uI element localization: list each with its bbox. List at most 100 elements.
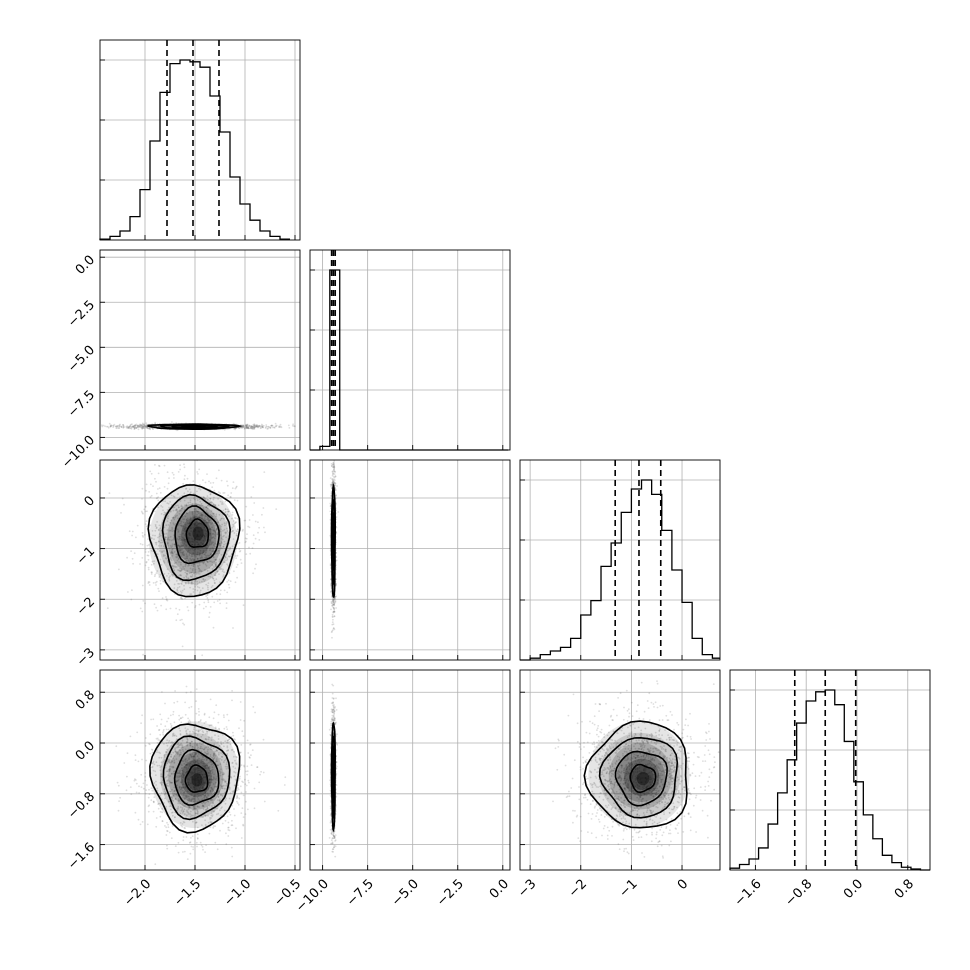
sample-point bbox=[166, 575, 168, 577]
sample-point bbox=[253, 426, 256, 429]
sample-point bbox=[120, 425, 123, 428]
sample-point bbox=[173, 587, 176, 589]
sample-point bbox=[154, 581, 157, 584]
sample-point bbox=[176, 559, 179, 562]
sample-point bbox=[159, 492, 162, 494]
sample-point bbox=[219, 581, 221, 583]
sample-point bbox=[333, 467, 336, 469]
sample-point bbox=[241, 530, 244, 532]
panel-frame bbox=[99, 459, 301, 661]
sample-point bbox=[217, 491, 220, 494]
sample-point bbox=[206, 569, 209, 572]
sample-point bbox=[208, 778, 211, 781]
sample-point bbox=[204, 519, 207, 522]
sample-point bbox=[193, 549, 195, 552]
sample-point bbox=[166, 529, 169, 531]
sample-point bbox=[183, 554, 185, 557]
sample-point bbox=[214, 559, 217, 561]
sample-point bbox=[211, 568, 214, 570]
histogram-step-1 bbox=[310, 269, 509, 451]
sample-point bbox=[227, 510, 229, 513]
sample-point bbox=[187, 609, 190, 612]
sample-point bbox=[195, 779, 198, 782]
sample-point bbox=[238, 548, 241, 550]
sample-point bbox=[178, 548, 181, 551]
sample-point bbox=[278, 425, 281, 428]
sample-point bbox=[150, 573, 153, 575]
sample-point bbox=[224, 532, 227, 535]
sample-point bbox=[218, 566, 221, 569]
sample-point bbox=[226, 557, 229, 559]
sample-point bbox=[107, 425, 109, 428]
sample-point bbox=[214, 734, 216, 737]
sample-point bbox=[175, 607, 178, 610]
sample-point bbox=[157, 529, 160, 532]
sample-point bbox=[244, 424, 247, 426]
sample-point bbox=[178, 744, 181, 746]
sample-point bbox=[177, 493, 179, 495]
sample-point bbox=[175, 781, 178, 783]
sample-point bbox=[219, 544, 222, 547]
sample-point bbox=[242, 424, 245, 427]
sample-point bbox=[226, 746, 229, 749]
sample-point bbox=[196, 526, 199, 529]
sample-point bbox=[206, 556, 209, 559]
sample-point bbox=[218, 542, 221, 545]
sample-point bbox=[209, 497, 212, 500]
sample-point bbox=[183, 527, 186, 530]
sample-point bbox=[101, 425, 104, 428]
sample-point bbox=[170, 519, 173, 522]
sample-point bbox=[255, 425, 258, 428]
marginal-panel-1 bbox=[309, 249, 511, 451]
sample-point bbox=[210, 523, 213, 525]
sample-point bbox=[207, 601, 210, 604]
sample-point bbox=[130, 793, 133, 796]
sample-point bbox=[158, 533, 161, 535]
sample-point bbox=[143, 424, 146, 426]
sample-point bbox=[193, 516, 196, 519]
sample-point bbox=[175, 561, 177, 564]
sample-point bbox=[196, 777, 199, 779]
sample-point bbox=[196, 809, 199, 811]
sample-point bbox=[169, 501, 172, 503]
sample-point bbox=[157, 545, 160, 547]
sample-point bbox=[176, 776, 179, 779]
sample-point bbox=[165, 598, 168, 601]
sample-point bbox=[211, 595, 214, 598]
sample-point bbox=[228, 555, 231, 558]
sample-point bbox=[176, 528, 179, 531]
sample-point bbox=[182, 791, 185, 794]
sample-point bbox=[157, 548, 159, 551]
sample-point bbox=[253, 502, 256, 504]
sample-point bbox=[206, 507, 209, 510]
sample-point bbox=[335, 559, 338, 562]
sample-point bbox=[233, 427, 235, 430]
sample-point bbox=[142, 653, 145, 656]
sample-point bbox=[176, 589, 179, 592]
sample-point bbox=[149, 483, 152, 486]
sample-point bbox=[176, 553, 179, 556]
sample-point bbox=[219, 798, 221, 801]
sample-point bbox=[205, 551, 207, 554]
sample-point bbox=[195, 515, 198, 518]
sample-point bbox=[209, 533, 212, 535]
sample-point bbox=[189, 501, 192, 504]
sample-point bbox=[169, 556, 172, 559]
sample-point bbox=[209, 519, 212, 521]
sample-point bbox=[202, 534, 205, 537]
sample-point bbox=[183, 504, 186, 507]
sample-point bbox=[189, 519, 192, 522]
sample-point bbox=[196, 773, 199, 775]
sample-point bbox=[223, 540, 226, 543]
sample-point bbox=[159, 582, 162, 585]
sample-point bbox=[181, 583, 183, 585]
sample-point bbox=[127, 427, 130, 429]
sample-point bbox=[223, 571, 226, 574]
sample-point bbox=[196, 553, 199, 556]
sample-point bbox=[173, 762, 176, 764]
sample-point bbox=[227, 564, 229, 567]
sample-point bbox=[185, 512, 188, 514]
sample-point bbox=[108, 422, 111, 425]
sample-point bbox=[200, 556, 203, 559]
sample-point bbox=[215, 578, 218, 580]
